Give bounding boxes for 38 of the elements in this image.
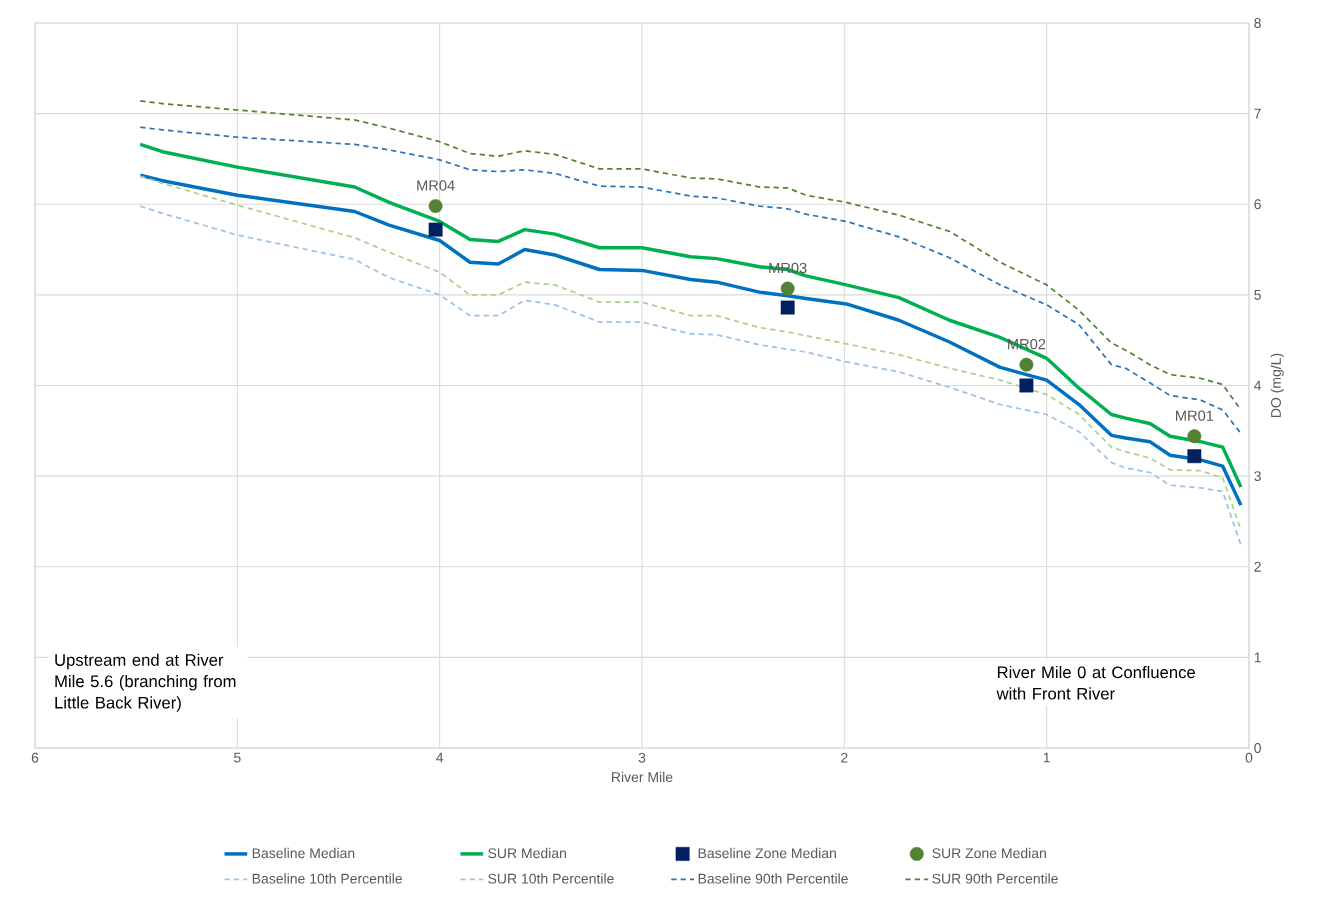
x-tick-label: 5 [233,752,241,763]
legend-label: Baseline Zone Median [698,847,836,859]
point [780,281,795,296]
annotation: River Mile 0 at Confluence with Front River [996,665,1195,700]
x-tick-label: 0 [1245,752,1253,763]
y-tick-label: 4 [1254,380,1262,391]
point [780,300,795,315]
y-tick-label: 2 [1254,561,1261,572]
x-tick-label: 1 [1043,752,1050,763]
legend-label: Baseline Median [252,847,355,859]
legend-label: Baseline 90th Percentile [698,873,848,884]
y-tick-label: 7 [1254,108,1261,119]
legend-label: SUR 10th Percentile [488,873,614,884]
point [428,199,443,213]
point [1187,449,1202,464]
legend-label: SUR Zone Median [932,847,1046,859]
y-tick-label: 1 [1254,652,1261,663]
point [1019,378,1034,393]
x-tick-label: 6 [31,752,39,763]
y-tick-label: 5 [1254,290,1261,300]
annotation: Upstream end at River Mile 5.6 (branching from Little Back River) [55,653,236,712]
legend-label: SUR 90th Percentile [932,873,1058,884]
y-axis-title: DO (mg/L) [1270,353,1284,418]
annotation: MR04 [417,180,455,191]
point [1187,429,1202,444]
y-tick-label: 8 [1254,18,1261,28]
x-tick-label: 2 [841,752,848,763]
annotation: MR01 [1176,410,1214,421]
legend-label: SUR Median [488,847,566,859]
y-tick-label: 6 [1254,199,1261,210]
x-tick-label: 3 [638,752,646,763]
y-tick-label: 0 [1254,743,1261,753]
x-axis-title: River Mile [612,771,673,783]
legend-label: Baseline 10th Percentile [252,873,402,884]
point [428,222,443,237]
x-tick-label: 4 [436,752,444,763]
point [1019,357,1034,372]
y-tick-label: 3 [1254,471,1261,482]
